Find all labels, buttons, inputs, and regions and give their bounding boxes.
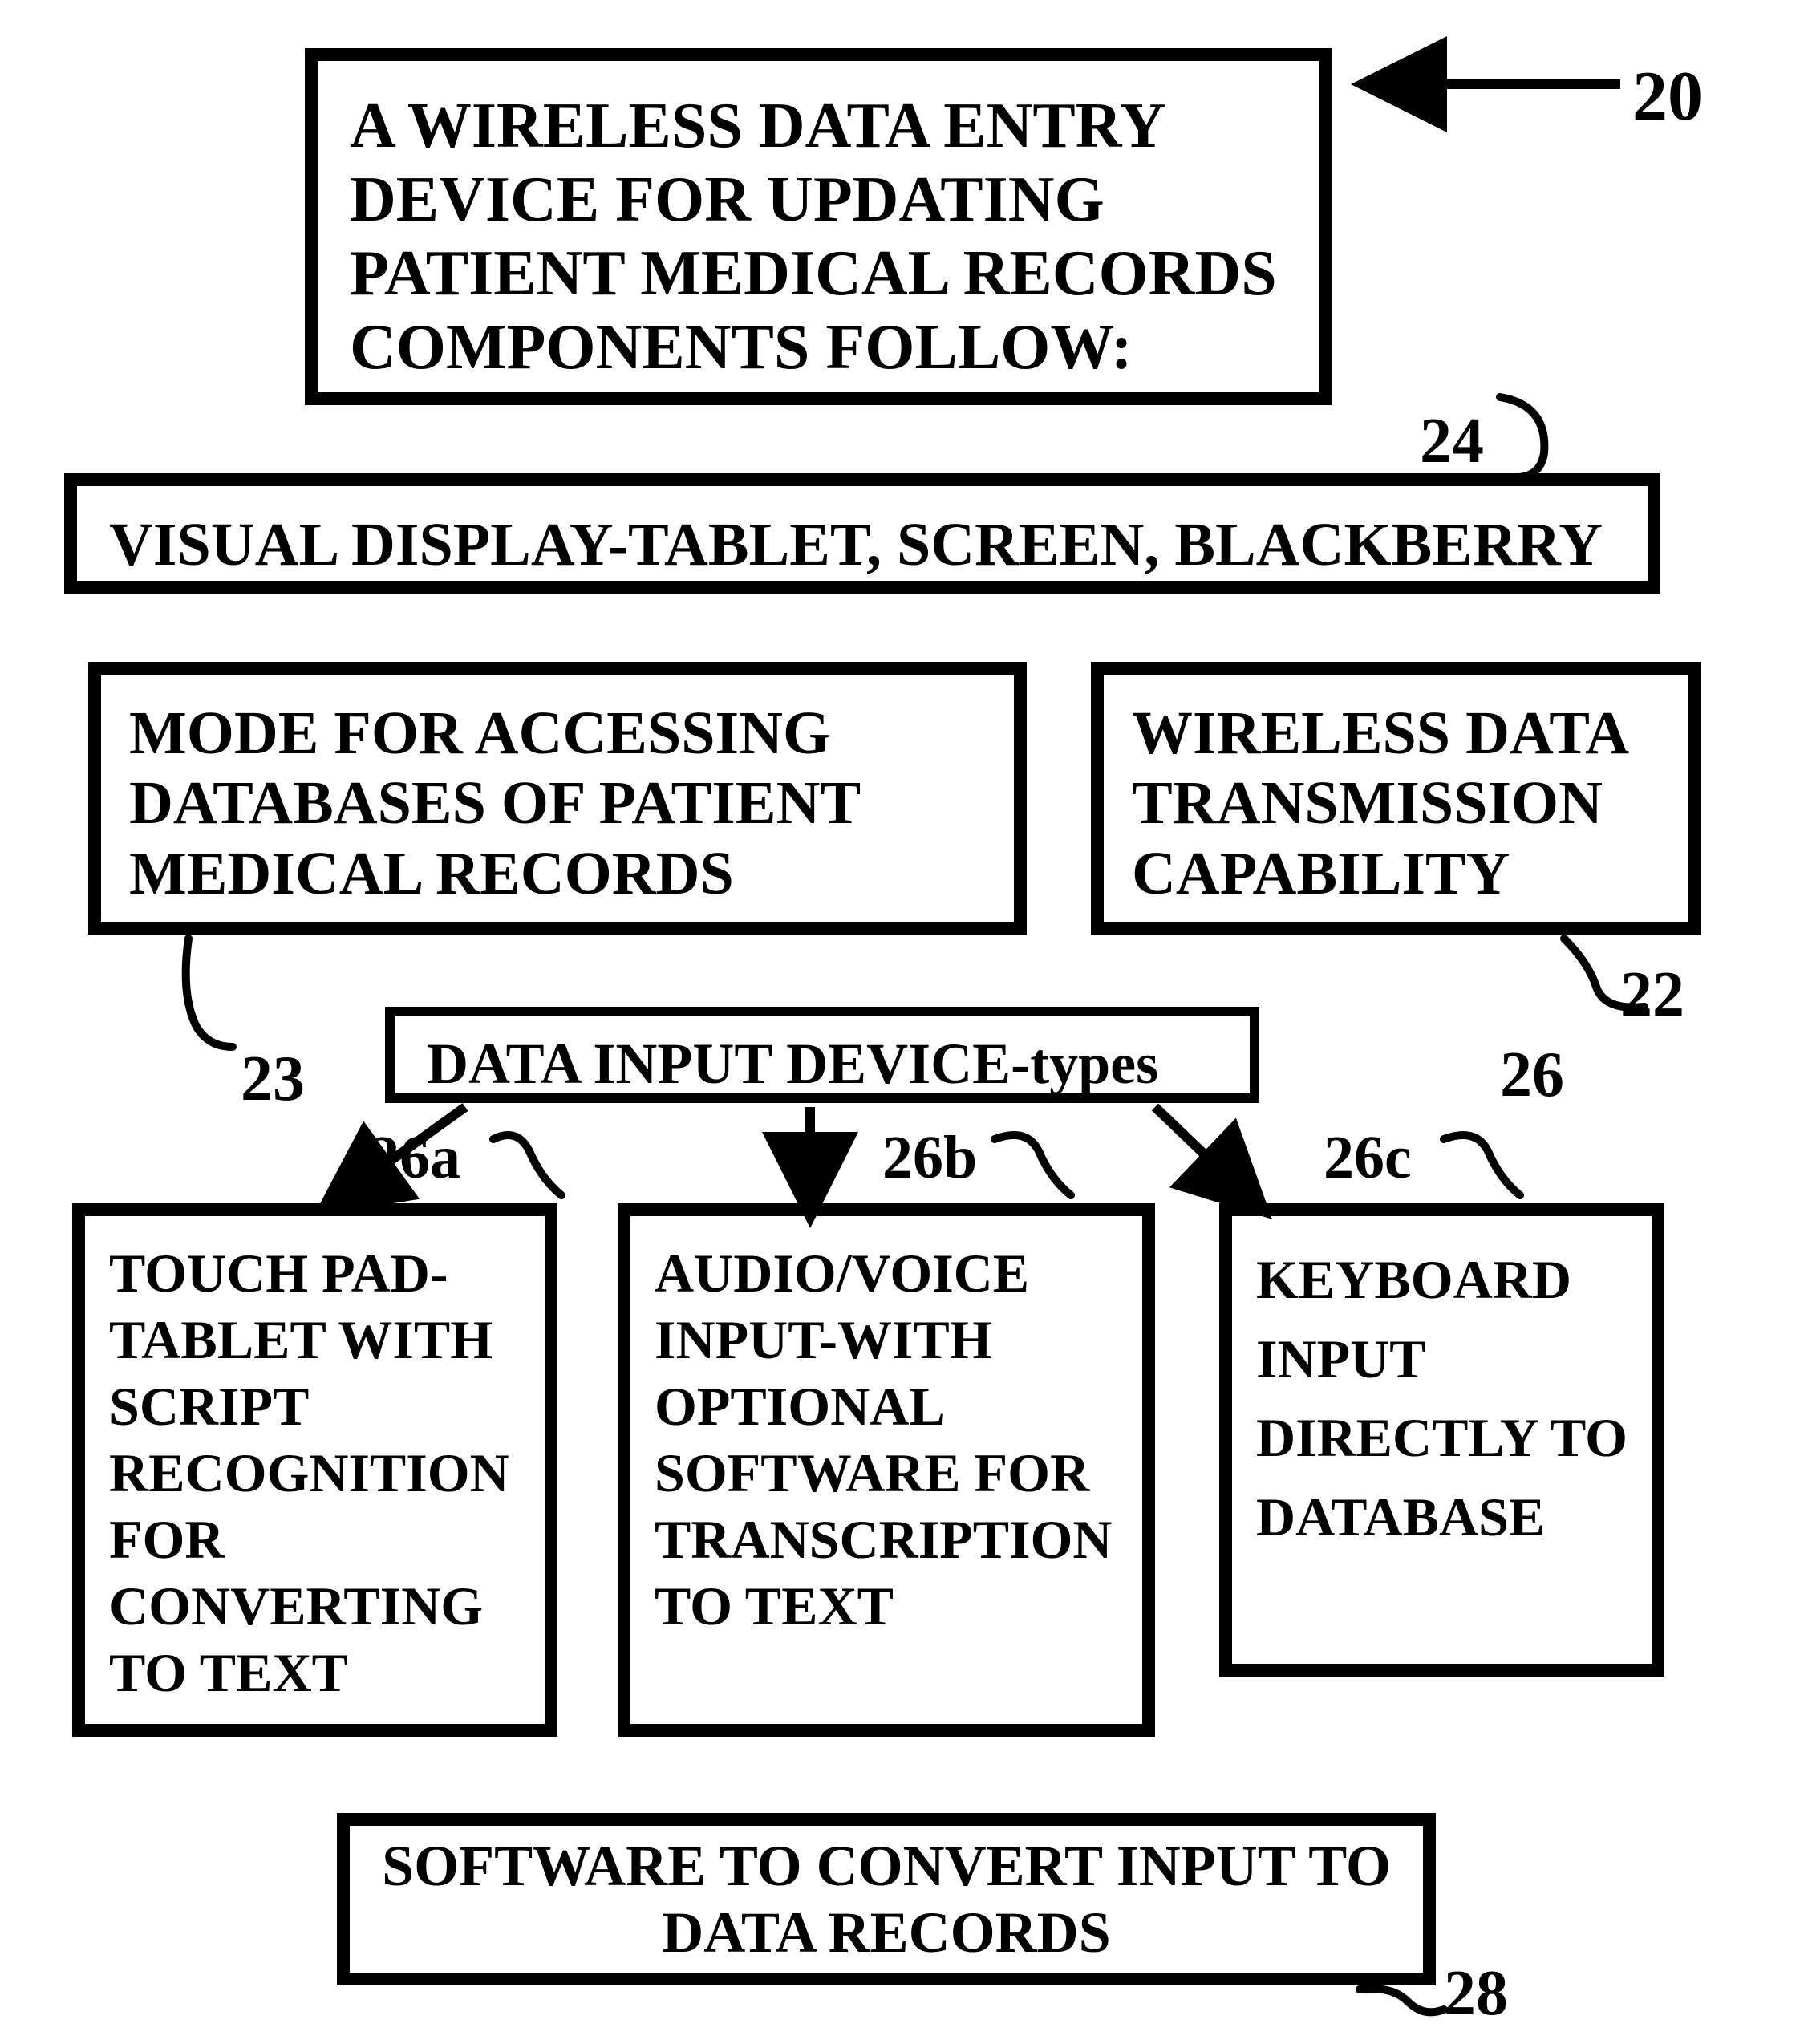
box-touchpad: TOUCH PAD-TABLET WITH SCRIPT RECOGNITION… [72, 1203, 557, 1737]
box-keyboard-text: KEYBOARD INPUT DIRECTLY TO DATABASE [1256, 1240, 1628, 1556]
box-software: SOFTWARE TO CONVERT INPUT TO DATA RECORD… [337, 1813, 1436, 1985]
box-wireless: WIRELESS DATA TRANSMISSION CAPABILITY [1091, 662, 1701, 935]
box-input-types-text: DATA INPUT DEVICE-types [427, 1031, 1158, 1097]
box-title: A WIRELESS DATA ENTRY DEVICE FOR UPDATIN… [305, 48, 1332, 405]
label-20: 20 [1632, 56, 1703, 137]
box-keyboard: KEYBOARD INPUT DIRECTLY TO DATABASE [1219, 1203, 1664, 1677]
box-touchpad-text: TOUCH PAD-TABLET WITH SCRIPT RECOGNITION… [109, 1240, 521, 1706]
label-28: 28 [1444, 1957, 1508, 2030]
label-23: 23 [241, 1043, 305, 1116]
box-audio-text: AUDIO/VOICE INPUT-WITH OPTIONAL SOFTWARE… [655, 1240, 1118, 1640]
label-22: 22 [1620, 959, 1684, 1032]
box-title-text: A WIRELESS DATA ENTRY DEVICE FOR UPDATIN… [350, 89, 1287, 384]
label-26b: 26b [882, 1123, 977, 1193]
box-audio: AUDIO/VOICE INPUT-WITH OPTIONAL SOFTWARE… [618, 1203, 1155, 1737]
box-input-types: DATA INPUT DEVICE-types [385, 1007, 1259, 1103]
box-mode: MODE FOR ACCESSING DATABASES OF PATIENT … [88, 662, 1027, 935]
label-24: 24 [1420, 405, 1484, 478]
label-26c: 26c [1324, 1123, 1412, 1193]
box-mode-text: MODE FOR ACCESSING DATABASES OF PATIENT … [129, 699, 986, 909]
label-26: 26 [1500, 1039, 1564, 1112]
box-display: VISUAL DISPLAY-TABLET, SCREEN, BLACKBERR… [64, 473, 1660, 594]
box-display-text: VISUAL DISPLAY-TABLET, SCREEN, BLACKBERR… [109, 510, 1603, 580]
box-software-text: SOFTWARE TO CONVERT INPUT TO DATA RECORD… [382, 1833, 1391, 1966]
box-wireless-text: WIRELESS DATA TRANSMISSION CAPABILITY [1132, 699, 1660, 909]
label-26a: 26a [369, 1123, 460, 1193]
